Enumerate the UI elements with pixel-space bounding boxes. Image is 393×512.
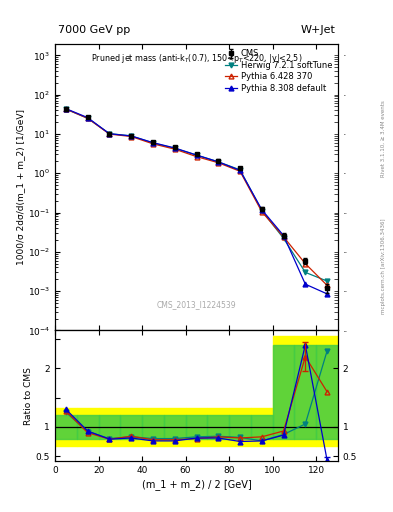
- Bar: [77, 408, 99, 445]
- Pythia 8.308 default: [303, 281, 308, 287]
- Herwig 7.2.1 softTune: [151, 140, 155, 146]
- Legend: CMS, Herwig 7.2.1 softTune, Pythia 6.428 370, Pythia 8.308 default: CMS, Herwig 7.2.1 softTune, Pythia 6.428…: [223, 48, 334, 95]
- Bar: [185, 408, 208, 445]
- Bar: [208, 415, 229, 439]
- Pythia 6.428 370: [281, 234, 286, 240]
- Bar: [229, 415, 251, 439]
- Bar: [294, 336, 316, 445]
- Pythia 8.308 default: [216, 159, 220, 165]
- Herwig 7.2.1 softTune: [173, 145, 177, 152]
- Pythia 8.308 default: [107, 131, 112, 137]
- Y-axis label: Ratio to CMS: Ratio to CMS: [24, 367, 33, 424]
- Herwig 7.2.1 softTune: [303, 269, 308, 275]
- Pythia 6.428 370: [194, 154, 199, 160]
- Bar: [273, 345, 294, 439]
- Pythia 8.308 default: [281, 232, 286, 239]
- Herwig 7.2.1 softTune: [85, 115, 90, 121]
- Bar: [208, 408, 229, 445]
- Pythia 6.428 370: [173, 146, 177, 152]
- Herwig 7.2.1 softTune: [64, 106, 68, 112]
- Bar: [99, 408, 120, 445]
- Pythia 8.308 default: [194, 152, 199, 158]
- Bar: [77, 415, 99, 439]
- Bar: [142, 415, 164, 439]
- Pythia 6.428 370: [303, 261, 308, 267]
- Line: Pythia 6.428 370: Pythia 6.428 370: [64, 106, 329, 288]
- Bar: [142, 408, 164, 445]
- Pythia 8.308 default: [173, 145, 177, 151]
- Bar: [316, 336, 338, 445]
- Herwig 7.2.1 softTune: [107, 131, 112, 137]
- Bar: [120, 408, 142, 445]
- Herwig 7.2.1 softTune: [129, 133, 134, 139]
- Bar: [99, 415, 120, 439]
- Herwig 7.2.1 softTune: [194, 152, 199, 158]
- Pythia 6.428 370: [107, 131, 112, 137]
- Bar: [294, 345, 316, 439]
- Herwig 7.2.1 softTune: [216, 159, 220, 165]
- Bar: [316, 345, 338, 439]
- Pythia 6.428 370: [85, 115, 90, 121]
- Bar: [185, 415, 208, 439]
- Line: Pythia 8.308 default: Pythia 8.308 default: [64, 106, 329, 296]
- Herwig 7.2.1 softTune: [238, 167, 242, 173]
- Y-axis label: 1000/σ 2dσ/d(m_1 + m_2) [1/GeV]: 1000/σ 2dσ/d(m_1 + m_2) [1/GeV]: [16, 109, 25, 265]
- Herwig 7.2.1 softTune: [281, 236, 286, 242]
- Bar: [229, 408, 251, 445]
- Pythia 8.308 default: [151, 140, 155, 146]
- Text: Pruned jet mass (anti-k$_T$(0.7), 150<p$_T$<220, |y|<2.5): Pruned jet mass (anti-k$_T$(0.7), 150<p$…: [91, 52, 302, 65]
- Bar: [164, 408, 185, 445]
- Pythia 8.308 default: [238, 167, 242, 174]
- Pythia 6.428 370: [151, 141, 155, 147]
- X-axis label: (m_1 + m_2) / 2 [GeV]: (m_1 + m_2) / 2 [GeV]: [141, 479, 252, 490]
- Bar: [273, 336, 294, 445]
- Pythia 6.428 370: [325, 282, 329, 288]
- Pythia 6.428 370: [64, 106, 68, 112]
- Herwig 7.2.1 softTune: [259, 207, 264, 214]
- Bar: [55, 408, 77, 445]
- Pythia 6.428 370: [216, 160, 220, 166]
- Text: Rivet 3.1.10, ≥ 3.4M events: Rivet 3.1.10, ≥ 3.4M events: [381, 100, 386, 177]
- Pythia 8.308 default: [129, 133, 134, 139]
- Bar: [251, 408, 273, 445]
- Pythia 6.428 370: [129, 134, 134, 140]
- Pythia 8.308 default: [259, 207, 264, 213]
- Text: CMS_2013_I1224539: CMS_2013_I1224539: [157, 300, 236, 309]
- Pythia 6.428 370: [238, 168, 242, 175]
- Pythia 8.308 default: [64, 105, 68, 112]
- Pythia 8.308 default: [325, 291, 329, 297]
- Bar: [120, 415, 142, 439]
- Bar: [164, 415, 185, 439]
- Bar: [55, 415, 77, 439]
- Text: W+Jet: W+Jet: [300, 25, 335, 35]
- Text: 7000 GeV pp: 7000 GeV pp: [58, 25, 130, 35]
- Pythia 6.428 370: [259, 208, 264, 215]
- Herwig 7.2.1 softTune: [325, 278, 329, 284]
- Line: Herwig 7.2.1 softTune: Herwig 7.2.1 softTune: [64, 106, 329, 284]
- Text: mcplots.cern.ch [arXiv:1306.3436]: mcplots.cern.ch [arXiv:1306.3436]: [381, 219, 386, 314]
- Pythia 8.308 default: [85, 115, 90, 121]
- Bar: [251, 415, 273, 439]
